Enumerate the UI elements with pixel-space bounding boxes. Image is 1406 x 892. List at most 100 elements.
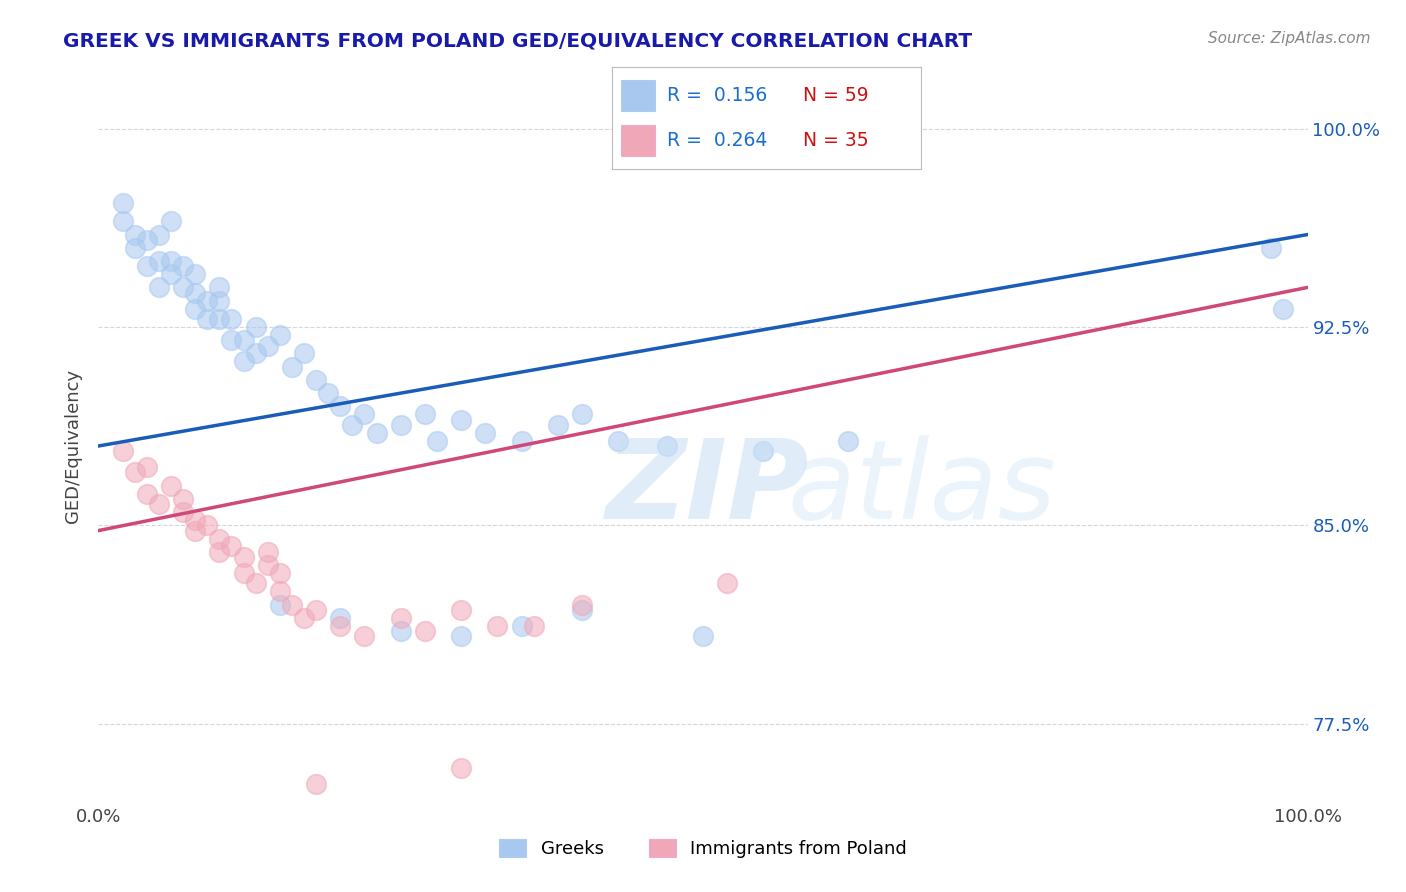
Point xyxy=(124,227,146,242)
Point xyxy=(607,434,630,448)
Point xyxy=(752,444,775,458)
Point xyxy=(160,478,183,492)
Point xyxy=(184,524,207,538)
Y-axis label: GED/Equivalency: GED/Equivalency xyxy=(65,369,83,523)
Point xyxy=(281,359,304,374)
Point xyxy=(148,254,170,268)
Point xyxy=(450,412,472,426)
Point xyxy=(305,777,328,791)
Point xyxy=(342,417,364,432)
Point xyxy=(353,407,375,421)
Point xyxy=(716,576,738,591)
Point xyxy=(316,386,339,401)
Point xyxy=(111,214,134,228)
Point xyxy=(571,603,593,617)
Point xyxy=(245,320,267,334)
Point xyxy=(547,417,569,432)
Text: GREEK VS IMMIGRANTS FROM POLAND GED/EQUIVALENCY CORRELATION CHART: GREEK VS IMMIGRANTS FROM POLAND GED/EQUI… xyxy=(63,31,973,50)
Point xyxy=(450,603,472,617)
Point xyxy=(510,618,533,632)
Point xyxy=(450,629,472,643)
Point xyxy=(172,491,194,506)
Point xyxy=(426,434,449,448)
Point xyxy=(208,545,231,559)
Point xyxy=(389,624,412,638)
Point xyxy=(389,611,412,625)
Text: N = 59: N = 59 xyxy=(803,87,869,105)
Point xyxy=(389,417,412,432)
Text: N = 35: N = 35 xyxy=(803,131,869,150)
Point xyxy=(184,301,207,316)
Point xyxy=(148,227,170,242)
Text: ZIP: ZIP xyxy=(606,435,810,542)
Point xyxy=(195,293,218,308)
Point xyxy=(474,425,496,440)
Point xyxy=(245,576,267,591)
Point xyxy=(269,584,291,599)
Point xyxy=(208,532,231,546)
Text: R =  0.156: R = 0.156 xyxy=(668,87,768,105)
Point xyxy=(269,328,291,343)
Point xyxy=(281,598,304,612)
Point xyxy=(148,497,170,511)
Point xyxy=(172,280,194,294)
Point xyxy=(292,346,315,360)
Point xyxy=(256,558,278,572)
Point xyxy=(232,566,254,580)
Point xyxy=(135,460,157,475)
Point xyxy=(292,611,315,625)
Point xyxy=(692,629,714,643)
Point xyxy=(172,505,194,519)
Point xyxy=(184,285,207,300)
Point xyxy=(221,540,243,554)
Point xyxy=(172,260,194,274)
Point xyxy=(208,280,231,294)
Point xyxy=(184,267,207,281)
Point xyxy=(221,333,243,347)
Point xyxy=(135,233,157,247)
Point xyxy=(413,407,436,421)
Point xyxy=(353,629,375,643)
Text: Source: ZipAtlas.com: Source: ZipAtlas.com xyxy=(1208,31,1371,46)
Point xyxy=(124,466,146,480)
Point xyxy=(329,618,352,632)
Point xyxy=(160,254,183,268)
Point xyxy=(221,312,243,326)
Point xyxy=(208,312,231,326)
Bar xyxy=(621,126,655,156)
Legend: Greeks, Immigrants from Poland: Greeks, Immigrants from Poland xyxy=(499,838,907,858)
Point xyxy=(148,280,170,294)
Point xyxy=(269,566,291,580)
Point xyxy=(571,598,593,612)
Point xyxy=(413,624,436,638)
Point xyxy=(655,439,678,453)
Point xyxy=(195,312,218,326)
Point xyxy=(184,513,207,527)
Point xyxy=(366,425,388,440)
Point xyxy=(269,598,291,612)
Point xyxy=(256,545,278,559)
Point xyxy=(256,338,278,352)
Point xyxy=(1260,241,1282,255)
Point xyxy=(135,260,157,274)
Point xyxy=(232,333,254,347)
Bar xyxy=(621,80,655,111)
Point xyxy=(124,241,146,255)
Point xyxy=(305,373,328,387)
Point xyxy=(195,518,218,533)
Point xyxy=(305,603,328,617)
Text: R =  0.264: R = 0.264 xyxy=(668,131,768,150)
Point xyxy=(232,549,254,564)
Point xyxy=(329,611,352,625)
Point xyxy=(160,267,183,281)
Point xyxy=(329,400,352,414)
Point xyxy=(1272,301,1295,316)
Point xyxy=(111,444,134,458)
Point xyxy=(135,486,157,500)
Point xyxy=(523,618,546,632)
Point xyxy=(208,293,231,308)
Point xyxy=(232,354,254,368)
Point xyxy=(245,346,267,360)
Text: atlas: atlas xyxy=(787,435,1056,542)
Point xyxy=(571,407,593,421)
